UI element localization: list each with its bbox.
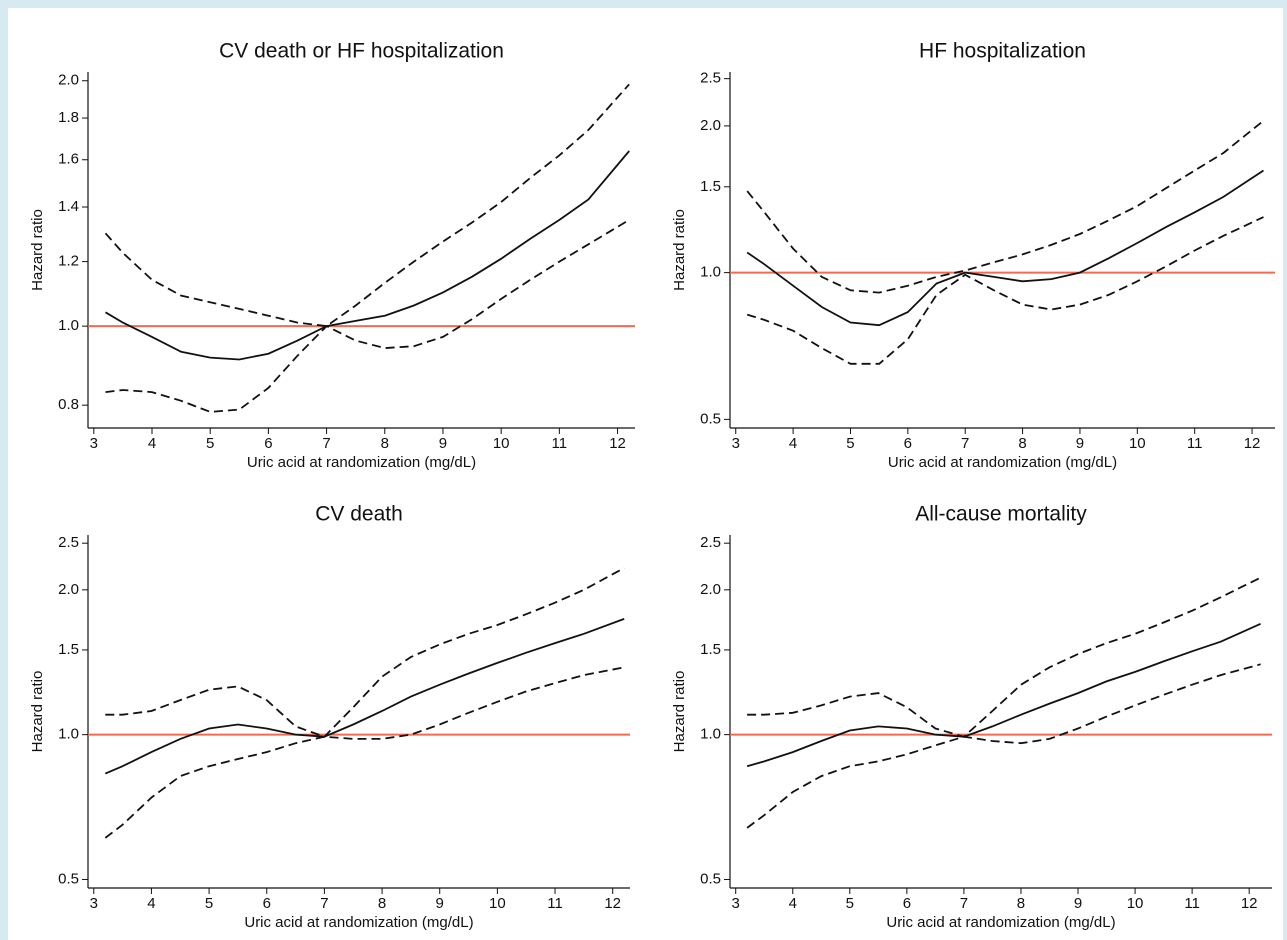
chart-title: CV death [315,503,403,526]
x-tick-label: 11 [1187,435,1203,452]
x-tick-label: 5 [846,895,854,912]
y-axis-label: Hazard ratio [29,671,46,753]
x-tick-label: 9 [1074,895,1082,912]
x-axis-label: Uric acid at randomization (mg/dL) [888,454,1117,471]
x-tick-label: 12 [1241,895,1258,912]
y-tick-label: 2.5 [700,534,721,551]
y-tick-label: 1.5 [58,641,79,658]
y-tick-label: 1.2 [58,253,79,270]
x-axis-label: Uric acid at randomization (mg/dL) [886,914,1115,931]
x-tick-label: 12 [609,435,626,452]
y-axis-label: Hazard ratio [29,209,46,291]
ci-line [104,83,630,328]
x-tick-label: 7 [961,435,969,452]
y-tick-label: 2.5 [700,70,721,87]
y-tick-label: 1.6 [58,151,79,168]
x-tick-label: 12 [1244,435,1261,452]
y-tick-label: 1.4 [58,198,79,215]
y-tick-label: 0.5 [58,870,79,887]
ci-line [105,567,625,738]
hr-line [104,618,625,775]
y-tick-label: 1.0 [700,264,721,281]
x-tick-label: 12 [604,895,621,912]
x-tick-label: 8 [1017,895,1025,912]
x-tick-label: 3 [732,895,740,912]
ci-line [105,219,630,413]
chart-title: CV death or HF hospitalization [219,40,504,63]
y-tick-label: 2.0 [58,72,79,89]
ci-line [746,216,1264,365]
y-tick-label: 1.5 [700,641,721,658]
panel: All-cause mortality Uric acid at randomiz… [671,503,1272,931]
x-tick-label: 10 [489,895,506,912]
y-tick-label: 1.0 [700,726,721,743]
hr-line [105,150,630,361]
chart-title: HF hospitalization [919,40,1086,63]
y-axis-label: Hazard ratio [671,671,688,753]
x-tick-label: 7 [322,435,330,452]
x-tick-label: 5 [206,435,214,452]
ci-line [746,119,1265,294]
x-tick-label: 4 [148,435,156,452]
x-tick-label: 9 [436,895,444,912]
hr-line [746,169,1264,327]
x-tick-label: 11 [1184,895,1200,912]
x-tick-label: 3 [732,435,740,452]
x-tick-label: 6 [263,895,271,912]
x-tick-label: 7 [320,895,328,912]
y-tick-label: 1.5 [700,178,721,195]
panel: CV death or HF hospitalization Uric acid … [29,40,635,471]
y-tick-label: 2.5 [58,534,79,551]
chart-title: All-cause mortality [915,503,1087,526]
x-tick-label: 6 [264,435,272,452]
x-tick-label: 11 [547,895,563,912]
x-tick-label: 5 [205,895,213,912]
x-tick-label: 3 [90,895,98,912]
y-axis-label: Hazard ratio [671,209,688,291]
x-tick-label: 10 [1129,435,1146,452]
ci-line [746,663,1261,829]
y-tick-label: 2.0 [700,117,721,134]
x-axis-label: Uric acid at randomization (mg/dL) [244,914,473,931]
x-tick-label: 6 [903,895,911,912]
panel: HF hospitalization Uric acid at randomiza… [671,40,1275,471]
figure-background [8,8,1283,940]
x-tick-label: 10 [1127,895,1144,912]
x-tick-label: 10 [493,435,510,452]
x-tick-label: 9 [1076,435,1084,452]
x-tick-label: 4 [789,435,797,452]
x-tick-label: 4 [789,895,797,912]
y-tick-label: 2.0 [58,581,79,598]
x-tick-label: 9 [439,435,447,452]
y-tick-label: 1.8 [58,109,79,126]
x-tick-label: 5 [846,435,854,452]
x-tick-label: 3 [90,435,98,452]
x-axis-label: Uric acid at randomization (mg/dL) [247,454,476,471]
x-tick-label: 8 [378,895,386,912]
x-tick-label: 8 [381,435,389,452]
x-tick-label: 8 [1018,435,1026,452]
y-tick-label: 0.5 [700,410,721,427]
y-tick-label: 0.5 [700,870,721,887]
ci-line [104,666,625,839]
hr-line [746,622,1261,768]
panel: CV death Uric acid at randomization (mg/d… [29,503,630,931]
x-tick-label: 6 [904,435,912,452]
x-tick-label: 11 [552,435,568,452]
y-tick-label: 1.0 [58,726,79,743]
y-tick-label: 1.0 [58,317,79,334]
y-tick-label: 0.8 [58,396,79,413]
y-tick-label: 2.0 [700,581,721,598]
ci-line [747,576,1261,738]
x-tick-label: 4 [147,895,155,912]
x-tick-label: 7 [960,895,968,912]
